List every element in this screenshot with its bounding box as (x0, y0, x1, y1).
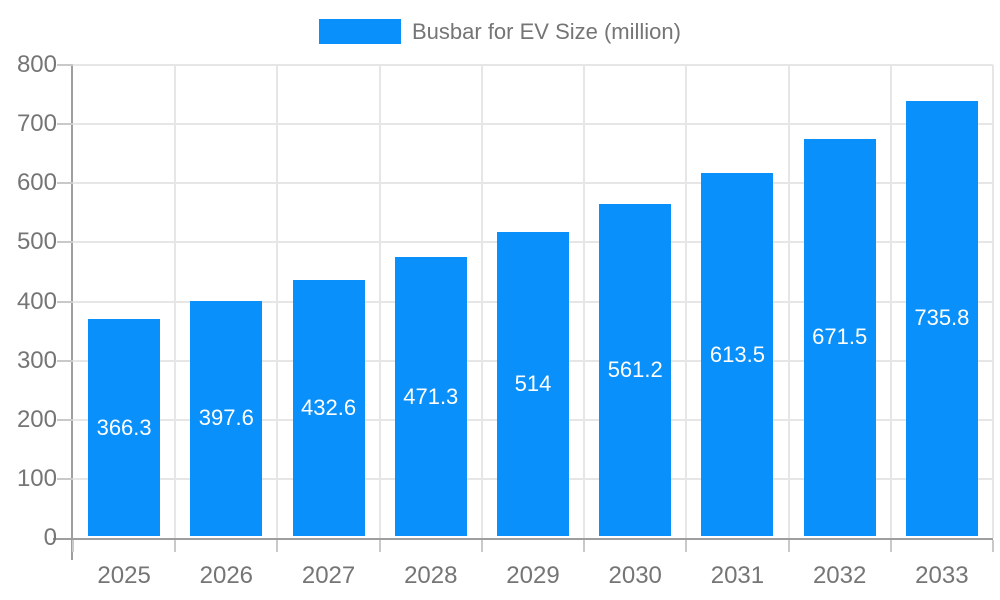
y-axis-tick (57, 64, 73, 66)
x-axis-tick (174, 540, 177, 552)
v-gridline (378, 65, 381, 538)
y-tick-label: 100 (16, 464, 57, 492)
x-tick-label: 2029 (506, 562, 560, 589)
x-tick-label: 2025 (97, 562, 151, 589)
x-tick-label: 2026 (199, 562, 254, 589)
h-gridline (73, 64, 993, 66)
bar-value-label: 613.5 (709, 341, 765, 367)
v-gridline (787, 65, 790, 538)
x-tick-label: 2033 (915, 562, 969, 589)
bar-value-label: 514 (514, 371, 552, 397)
x-tick-label: 2031 (710, 562, 765, 589)
v-gridline (480, 65, 483, 538)
x-axis-tick (583, 540, 586, 552)
bar[interactable]: 561.2 (599, 204, 672, 536)
legend-item[interactable]: Busbar for EV Size (million) (0, 19, 1000, 44)
v-gridline (174, 65, 177, 538)
y-axis-tick (57, 418, 73, 421)
bar[interactable]: 735.8 (905, 100, 978, 536)
bar[interactable]: 671.5 (803, 138, 876, 536)
bar[interactable]: 397.6 (190, 300, 263, 536)
bar[interactable]: 514 (497, 232, 569, 536)
x-axis-tick (480, 540, 483, 552)
y-axis-tick (57, 300, 73, 303)
x-axis-tick (276, 540, 279, 552)
bar-value-label: 397.6 (198, 405, 254, 431)
y-axis-line (71, 65, 73, 560)
v-gridline (685, 65, 688, 538)
v-gridline (992, 65, 994, 538)
bar-value-label: 432.6 (301, 395, 357, 421)
bar-value-label: 671.5 (812, 324, 868, 350)
legend-swatch-icon (319, 19, 401, 44)
v-gridline (583, 65, 586, 538)
x-axis-tick (992, 540, 994, 552)
h-gridline (73, 123, 993, 126)
v-gridline (889, 65, 892, 538)
y-tick-label: 200 (16, 405, 57, 433)
x-tick-label: 2030 (608, 562, 662, 589)
x-tick-label: 2032 (812, 562, 867, 589)
y-tick-label: 700 (16, 110, 57, 138)
y-axis-tick (57, 477, 73, 480)
bar[interactable]: 432.6 (292, 280, 365, 536)
y-tick-label: 500 (16, 228, 57, 256)
y-tick-label: 800 (16, 51, 57, 78)
y-axis-tick (57, 182, 73, 185)
x-axis-tick (787, 540, 790, 552)
bar-value-label: 735.8 (914, 305, 970, 331)
bar-value-label: 561.2 (607, 357, 663, 383)
bar-value-label: 366.3 (96, 414, 152, 440)
x-tick-label: 2027 (301, 562, 356, 589)
x-axis-tick (685, 540, 688, 552)
v-gridline (276, 65, 279, 538)
y-tick-label: 0 (43, 524, 57, 551)
bar-value-label: 471.3 (403, 383, 459, 409)
y-axis-tick (57, 241, 73, 244)
y-tick-label: 600 (16, 169, 57, 197)
x-axis-tick (378, 540, 381, 552)
x-tick-label: 2028 (404, 562, 458, 589)
y-tick-label: 300 (16, 346, 57, 374)
x-axis-tick (72, 540, 74, 552)
y-axis-tick (57, 359, 73, 362)
plot-area: 366.3 397.6 432.6 471.3 514 561.2 613.5 671.5 73… (17, 51, 994, 589)
x-axis-tick (889, 540, 892, 552)
bar[interactable]: 613.5 (701, 173, 774, 536)
y-tick-label: 400 (16, 287, 57, 315)
bar[interactable]: 471.3 (394, 257, 467, 536)
legend-label: Busbar for EV Size (million) (412, 19, 681, 44)
bar[interactable]: 366.3 (88, 319, 161, 536)
y-axis-tick (57, 123, 73, 126)
h-gridline (73, 182, 993, 185)
x-axis-line (53, 538, 993, 540)
